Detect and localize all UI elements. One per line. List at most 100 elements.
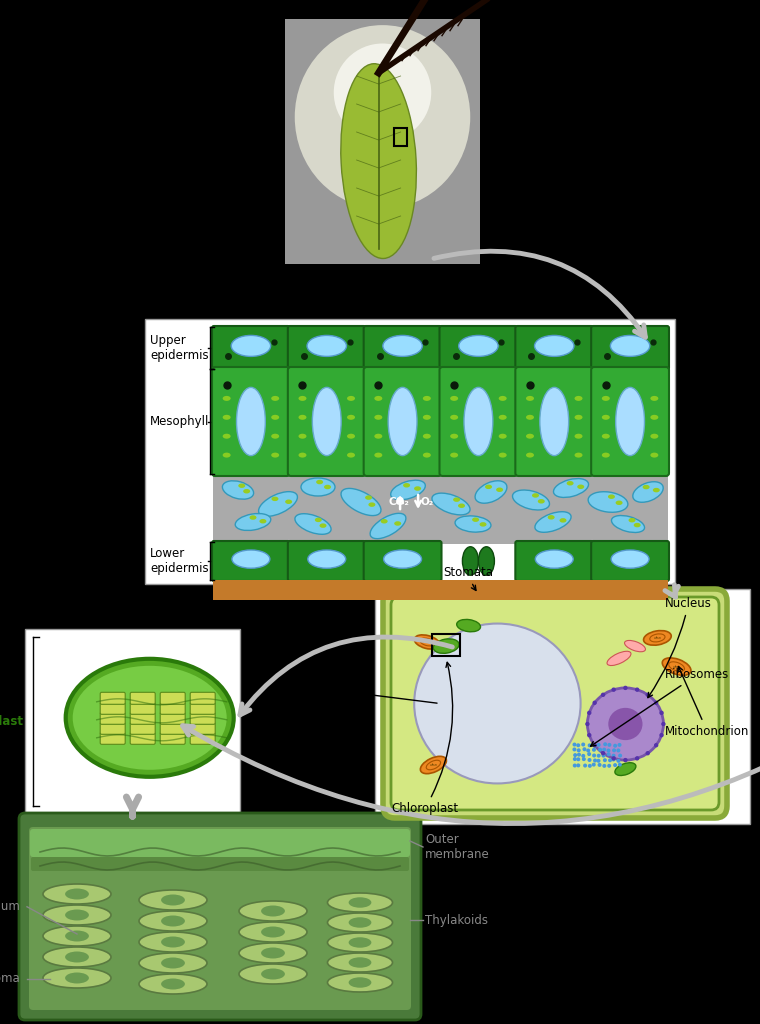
FancyBboxPatch shape [364, 541, 442, 581]
Ellipse shape [526, 434, 534, 438]
Ellipse shape [223, 415, 230, 420]
Circle shape [601, 754, 606, 758]
Ellipse shape [499, 453, 507, 458]
FancyBboxPatch shape [515, 541, 593, 581]
Circle shape [612, 749, 616, 753]
Ellipse shape [375, 434, 382, 438]
Ellipse shape [414, 486, 421, 490]
Ellipse shape [271, 497, 278, 501]
Ellipse shape [161, 915, 185, 927]
Ellipse shape [575, 415, 582, 420]
Ellipse shape [249, 515, 256, 520]
Ellipse shape [433, 639, 459, 653]
Ellipse shape [611, 550, 649, 568]
Text: Chloroplast: Chloroplast [391, 663, 458, 815]
Circle shape [618, 742, 622, 746]
Circle shape [582, 757, 586, 761]
Circle shape [635, 756, 639, 761]
Ellipse shape [526, 453, 534, 458]
Ellipse shape [553, 478, 588, 498]
Ellipse shape [423, 415, 431, 420]
Ellipse shape [535, 550, 573, 568]
Ellipse shape [587, 688, 663, 760]
Ellipse shape [347, 396, 355, 401]
Ellipse shape [261, 927, 285, 938]
Ellipse shape [575, 434, 582, 438]
Ellipse shape [139, 953, 207, 973]
Ellipse shape [328, 893, 392, 912]
Ellipse shape [455, 516, 491, 532]
Ellipse shape [349, 937, 372, 948]
Ellipse shape [65, 909, 89, 921]
Ellipse shape [308, 550, 346, 568]
Ellipse shape [223, 481, 254, 499]
Circle shape [606, 749, 610, 753]
FancyBboxPatch shape [100, 732, 125, 744]
Ellipse shape [450, 453, 458, 458]
Ellipse shape [457, 620, 480, 632]
Text: Mesophyll: Mesophyll [150, 415, 209, 428]
Circle shape [607, 764, 611, 768]
Circle shape [593, 700, 597, 705]
Ellipse shape [43, 884, 111, 904]
Circle shape [623, 758, 628, 762]
Circle shape [581, 742, 585, 746]
Text: Lower
epidermis: Lower epidermis [150, 547, 209, 575]
Circle shape [592, 754, 596, 758]
Ellipse shape [334, 43, 431, 141]
FancyBboxPatch shape [591, 541, 669, 581]
Circle shape [598, 748, 602, 752]
Ellipse shape [423, 434, 431, 438]
Ellipse shape [239, 901, 307, 921]
Text: Upper
epidermis: Upper epidermis [150, 334, 209, 362]
Ellipse shape [526, 415, 534, 420]
Ellipse shape [616, 387, 644, 456]
Text: O₂: O₂ [420, 497, 433, 507]
Ellipse shape [328, 933, 392, 952]
Circle shape [572, 748, 576, 752]
Ellipse shape [315, 517, 321, 522]
Circle shape [573, 753, 577, 757]
Circle shape [601, 692, 605, 697]
Ellipse shape [575, 396, 582, 401]
Text: dna: dna [654, 636, 661, 640]
FancyBboxPatch shape [212, 541, 290, 581]
Text: Ribosomes: Ribosomes [591, 669, 730, 746]
Circle shape [603, 742, 607, 746]
Ellipse shape [347, 453, 355, 458]
Ellipse shape [651, 415, 658, 420]
Ellipse shape [472, 517, 479, 522]
Ellipse shape [588, 492, 628, 512]
Circle shape [592, 748, 596, 752]
Ellipse shape [161, 937, 185, 947]
Ellipse shape [485, 484, 492, 489]
Circle shape [587, 752, 591, 756]
Ellipse shape [538, 499, 545, 504]
FancyBboxPatch shape [160, 722, 185, 734]
Circle shape [645, 751, 650, 756]
Ellipse shape [43, 947, 111, 967]
Ellipse shape [651, 434, 658, 438]
Ellipse shape [540, 387, 568, 456]
Text: Stroma: Stroma [0, 973, 20, 985]
FancyBboxPatch shape [100, 692, 125, 705]
Ellipse shape [458, 504, 465, 508]
Ellipse shape [420, 757, 446, 774]
Ellipse shape [65, 658, 234, 777]
Ellipse shape [271, 396, 279, 401]
Ellipse shape [243, 489, 250, 494]
Ellipse shape [459, 336, 498, 356]
Ellipse shape [567, 481, 574, 485]
Circle shape [587, 758, 591, 762]
FancyBboxPatch shape [130, 692, 155, 705]
Bar [375, 589, 750, 824]
Circle shape [576, 743, 580, 748]
Circle shape [597, 763, 602, 767]
Text: Vacuole: Vacuole [319, 685, 437, 703]
Text: dna: dna [429, 763, 437, 767]
Ellipse shape [608, 708, 642, 740]
FancyBboxPatch shape [591, 326, 669, 370]
Ellipse shape [299, 453, 306, 458]
Ellipse shape [295, 514, 331, 535]
Circle shape [577, 753, 581, 757]
